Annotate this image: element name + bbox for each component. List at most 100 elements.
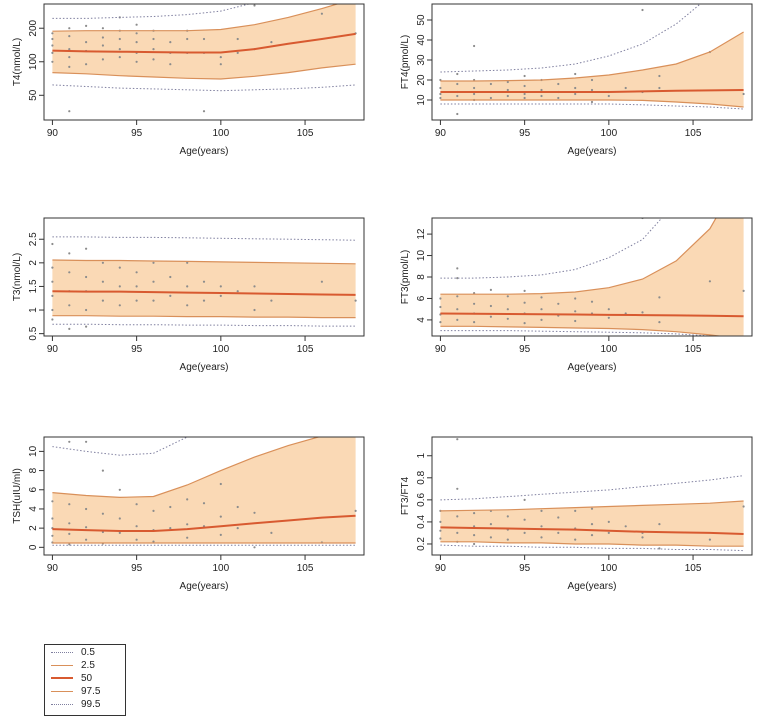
data-point	[607, 520, 610, 524]
y-tick-label: 12	[416, 228, 427, 240]
data-point	[51, 318, 54, 321]
panel-frame	[43, 217, 365, 337]
data-point	[590, 88, 594, 92]
data-point	[641, 536, 644, 539]
data-point	[51, 51, 54, 55]
panel-4: 90 95 100 105 Age(years) 0 2 4 6 8 10 TSH(uIU/ml)	[12, 436, 365, 592]
data-point	[557, 516, 560, 519]
y-tick-label: 2	[28, 260, 39, 266]
data-point	[236, 51, 239, 55]
data-point	[68, 327, 71, 330]
data-point	[68, 48, 71, 51]
x-tick-label: 105	[685, 563, 702, 574]
centile-line-99.5	[440, 4, 702, 73]
data-point	[708, 280, 712, 283]
panel-frame	[43, 436, 365, 556]
data-point	[219, 533, 222, 537]
data-point	[51, 280, 54, 283]
data-point	[202, 502, 206, 505]
data-point	[101, 44, 104, 47]
data-point	[489, 304, 492, 308]
data-point	[523, 92, 526, 96]
data-point	[169, 294, 172, 297]
data-point	[523, 74, 526, 78]
data-point	[186, 37, 189, 41]
y-tick-label: 30	[416, 54, 427, 66]
data-point	[85, 275, 88, 279]
data-point	[489, 288, 492, 291]
data-point	[169, 63, 172, 66]
data-point	[51, 517, 54, 520]
y-tick-label: 4	[28, 506, 39, 512]
data-point	[101, 280, 104, 283]
data-point	[219, 482, 222, 486]
data-point	[51, 37, 54, 41]
data-point	[557, 531, 560, 535]
x-tick-label: 95	[519, 344, 531, 355]
legend-swatch-97.5	[51, 691, 73, 692]
data-point	[202, 110, 206, 113]
data-point	[85, 41, 88, 44]
panel-5: 90 95 100 105 Age(years) 0.2 0.4 0.6 0.8 1 FT3/FT4	[400, 436, 753, 592]
data-point	[68, 543, 71, 546]
centile-line-50	[440, 312, 744, 318]
data-point	[101, 469, 104, 472]
data-point	[456, 438, 459, 441]
data-point	[135, 23, 138, 26]
data-point	[118, 517, 121, 520]
data-point	[489, 82, 492, 86]
data-point	[68, 532, 71, 536]
data-point	[489, 523, 492, 526]
y-tick-label: 0	[28, 544, 39, 550]
centile-line-2.5	[52, 315, 356, 319]
centile-band-2.5-97.5	[52, 260, 356, 318]
data-point	[523, 498, 526, 501]
panel-2: 90 95 100 105 Age(years) 0.5 1 1.5 2 2.5 T3(nmol/L…	[12, 217, 365, 373]
legend-item-2.5: 2.5	[45, 660, 125, 672]
data-point	[607, 316, 610, 319]
y-tick-label: 4	[416, 317, 427, 323]
data-point	[658, 321, 661, 324]
y-tick-label: 2	[28, 525, 39, 531]
y-tick-label: 50	[416, 14, 427, 26]
data-point	[523, 301, 526, 304]
data-point	[557, 302, 560, 305]
plot-area	[51, 437, 357, 549]
x-tick-label: 100	[600, 344, 617, 355]
data-point	[219, 63, 222, 66]
data-point	[456, 82, 459, 86]
data-point	[219, 285, 222, 288]
x-tick-label: 105	[685, 344, 702, 355]
data-point	[540, 88, 543, 92]
data-point	[473, 321, 476, 324]
data-point	[51, 308, 54, 312]
data-point	[152, 261, 155, 264]
data-point	[439, 537, 442, 540]
data-point	[219, 515, 222, 518]
data-point	[152, 280, 155, 283]
data-point	[152, 58, 155, 61]
x-tick-label: 90	[435, 563, 447, 574]
x-tick-label: 95	[131, 344, 143, 355]
data-point	[523, 84, 526, 88]
data-point	[51, 500, 54, 503]
data-point	[101, 512, 104, 515]
data-point	[118, 266, 121, 269]
x-tick-label: 95	[131, 128, 143, 139]
data-point	[456, 308, 459, 311]
centile-line-99.5	[52, 236, 356, 241]
data-point	[135, 41, 138, 44]
plot-area	[439, 4, 745, 116]
data-point	[540, 536, 543, 539]
x-tick-label: 105	[685, 128, 702, 139]
x-tick-label: 95	[519, 128, 531, 139]
centile-band-2.5-97.5	[440, 218, 744, 336]
data-point	[506, 80, 509, 84]
data-point	[253, 285, 256, 288]
y-tick-label: 10	[416, 250, 427, 262]
data-point	[540, 308, 543, 311]
x-axis-label: Age(years)	[568, 362, 617, 373]
data-point	[152, 509, 155, 512]
data-point	[118, 488, 121, 491]
